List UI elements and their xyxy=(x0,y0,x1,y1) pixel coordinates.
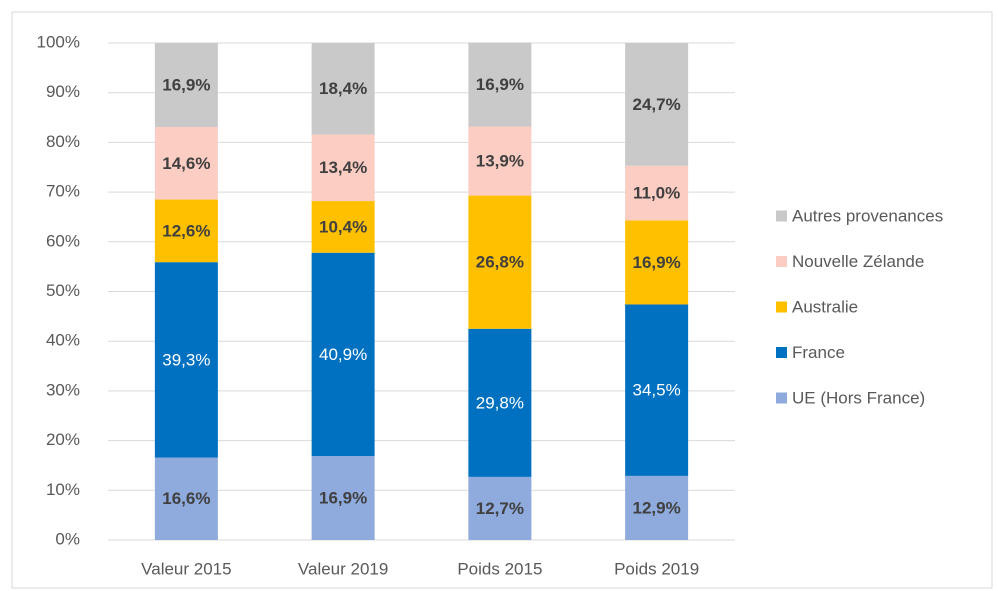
bar-segment xyxy=(154,43,218,127)
legend-label: Australie xyxy=(792,297,858,316)
data-label: 13,4% xyxy=(319,158,367,177)
data-label: 24,7% xyxy=(633,95,681,114)
y-tick-label: 20% xyxy=(46,430,80,449)
x-tick-label: Poids 2015 xyxy=(457,559,542,578)
bar-segment xyxy=(625,304,689,476)
bar-segment xyxy=(311,456,375,540)
data-label: 18,4% xyxy=(319,79,367,98)
bar-segment xyxy=(154,126,218,200)
data-label: 34,5% xyxy=(633,381,681,400)
bar-segment xyxy=(468,42,532,127)
legend-swatch xyxy=(776,392,787,404)
y-tick-label: 70% xyxy=(46,182,80,201)
bar-segment xyxy=(625,475,689,540)
bar-segment xyxy=(311,43,375,135)
data-label: 12,9% xyxy=(633,498,681,517)
data-label: 16,9% xyxy=(162,75,210,94)
y-tick-label: 40% xyxy=(46,331,80,350)
data-label: 12,6% xyxy=(162,221,210,240)
data-label: 10,4% xyxy=(319,217,367,236)
data-label: 16,9% xyxy=(476,75,524,94)
data-label: 16,6% xyxy=(162,489,210,508)
data-label: 16,9% xyxy=(633,253,681,272)
legend-swatch xyxy=(776,256,787,267)
y-tick-label: 0% xyxy=(55,529,80,548)
y-tick-label: 30% xyxy=(46,380,80,399)
y-tick-label: 50% xyxy=(46,281,80,300)
bar-segment xyxy=(311,134,375,202)
data-label: 40,9% xyxy=(319,345,367,364)
data-label: 26,8% xyxy=(476,253,524,272)
data-label: 29,8% xyxy=(476,393,524,412)
data-label: 16,9% xyxy=(319,488,367,507)
data-label: 11,0% xyxy=(633,184,680,203)
y-tick-label: 90% xyxy=(46,82,80,101)
bar-segment xyxy=(625,43,689,166)
bar-segment xyxy=(311,252,375,457)
data-label: 12,7% xyxy=(476,499,524,518)
bar-segment xyxy=(154,457,218,540)
y-tick-label: 10% xyxy=(46,480,80,499)
data-label: 14,6% xyxy=(162,154,210,173)
bar-segment xyxy=(154,262,218,458)
data-label: 13,9% xyxy=(476,152,524,171)
legend-swatch xyxy=(776,347,787,358)
x-tick-label: Valeur 2019 xyxy=(298,559,388,578)
bar-segment xyxy=(154,199,218,263)
bar-segment xyxy=(468,195,532,329)
x-tick-label: Poids 2019 xyxy=(614,559,699,578)
legend-label: UE (Hors France) xyxy=(792,388,925,407)
bar-segment xyxy=(468,328,532,477)
legend-label: France xyxy=(792,343,845,362)
x-tick-label: Valeur 2015 xyxy=(141,559,231,578)
bar-segment xyxy=(625,220,689,305)
y-tick-label: 60% xyxy=(46,231,80,250)
bar-segment xyxy=(311,201,375,253)
y-tick-label: 100% xyxy=(37,32,80,51)
legend-label: Autres provenances xyxy=(792,206,943,225)
legend-swatch xyxy=(776,210,787,222)
legend-swatch xyxy=(776,301,787,313)
bar-segment xyxy=(625,165,689,221)
y-tick-label: 80% xyxy=(46,132,80,151)
legend-label: Nouvelle Zélande xyxy=(792,252,924,271)
bar-segment xyxy=(468,126,532,196)
data-label: 39,3% xyxy=(162,350,210,369)
bar-segment xyxy=(468,476,532,540)
